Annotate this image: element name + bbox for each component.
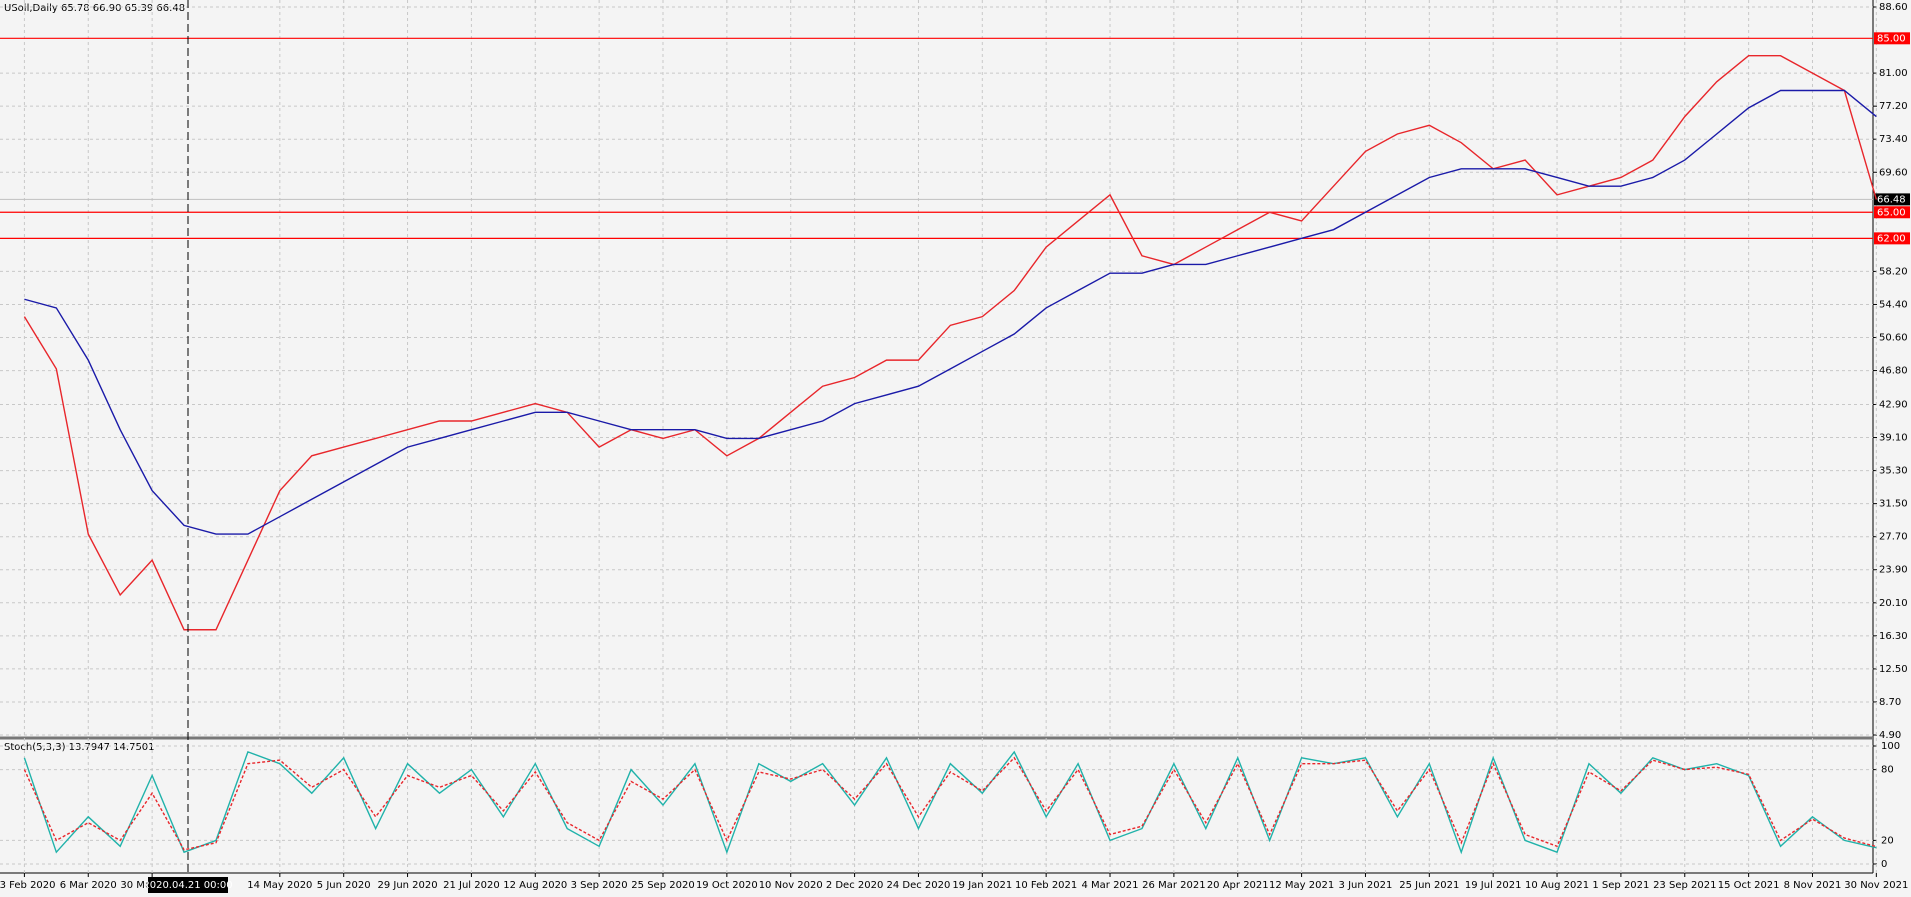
price-line [24,89,1877,535]
x-tick-label: 21 Jul 2020 [443,880,500,891]
y-tick-label: 23.90 [1879,565,1908,576]
current-price-box [1874,193,1910,206]
chart-title: USoil,Daily 65.78 66.90 65.39 66.48 [4,3,185,14]
y-tick-label: 81.00 [1879,68,1908,79]
y-tick-label: 39.10 [1879,433,1908,444]
x-tick-label: 5 Jun 2020 [317,880,371,891]
x-tick-label: 15 Oct 2021 [1718,880,1780,891]
y-tick-label: 12.50 [1879,664,1908,675]
x-tick-label: 6 Mar 2020 [60,880,117,891]
crosshair-label-box [148,877,228,893]
y-tick-label: 4.90 [1879,730,1901,741]
stoch-title: Stoch(5,3,3) 13.7947 14.7501 [4,742,155,753]
x-tick-label: 10 Nov 2020 [759,880,823,891]
y-tick-label: 8.70 [1879,697,1901,708]
y-tick-label: 54.40 [1879,299,1908,310]
x-tick-label: 3 Sep 2020 [571,880,628,891]
stoch-line [23,750,1877,855]
y-tick-label: 77.20 [1879,101,1908,112]
x-tick-label: 10 Feb 2021 [1015,880,1077,891]
y-tick-label: 88.60 [1879,2,1908,13]
y-tick-label: 58.20 [1879,266,1908,277]
level-label-box [1874,232,1910,245]
x-tick-label: 13 Feb 2020 [0,880,56,891]
y-tick-label: 35.30 [1879,466,1908,477]
level-label: 65.00 [1877,207,1906,218]
y-tick-label: 80 [1881,765,1894,776]
y-tick-label: 100 [1881,741,1900,752]
y-tick-label: 31.50 [1879,499,1908,510]
x-tick-label: 30 Nov 2021 [1844,880,1908,891]
y-tick-label: 0 [1881,859,1887,870]
y-tick-label: 42.90 [1879,399,1908,410]
y-tick-label: 20.10 [1879,598,1908,609]
level-label: 62.00 [1877,233,1906,244]
x-tick-label: 12 May 2021 [1269,880,1334,891]
x-tick-label: 1 Sep 2021 [1592,880,1649,891]
x-tick-label: 19 Oct 2020 [696,880,758,891]
y-tick-label: 50.60 [1879,333,1908,344]
level-label: 85.00 [1877,33,1906,44]
y-tick-label: 20 [1881,835,1894,846]
x-tick-label: 23 Sep 2021 [1653,880,1716,891]
x-tick-label: 19 Jan 2021 [952,880,1012,891]
x-tick-label: 4 Mar 2021 [1081,880,1138,891]
x-tick-label: 10 Aug 2021 [1525,880,1589,891]
stoch-line [23,756,1877,851]
y-tick-label: 73.40 [1879,134,1908,145]
x-tick-label: 19 Jul 2021 [1465,880,1522,891]
level-label-box [1874,206,1910,219]
x-tick-label: 12 Aug 2020 [503,880,567,891]
x-tick-label: 2 Dec 2020 [826,880,884,891]
y-tick-label: 69.60 [1879,167,1908,178]
x-tick-label: 3 Jun 2021 [1339,880,1393,891]
x-tick-label: 24 Dec 2020 [886,880,950,891]
x-tick-label: 26 Mar 2021 [1142,880,1205,891]
x-tick-label: 25 Sep 2020 [631,880,694,891]
current-price-label: 66.48 [1877,194,1906,205]
crosshair-label: 2020.04.21 00:00 [143,880,232,891]
y-tick-label: 16.30 [1879,631,1908,642]
x-tick-label: 25 Jun 2021 [1399,880,1459,891]
x-tick-label: 14 May 2020 [247,880,312,891]
y-tick-label: 27.70 [1879,532,1908,543]
y-tick-label: 46.80 [1879,366,1908,377]
price-line [23,55,1878,631]
x-tick-label: 20 Apr 2021 [1207,880,1269,891]
x-tick-label: 8 Nov 2021 [1784,880,1842,891]
x-tick-label: 29 Jun 2020 [377,880,437,891]
level-label-box [1874,32,1910,45]
